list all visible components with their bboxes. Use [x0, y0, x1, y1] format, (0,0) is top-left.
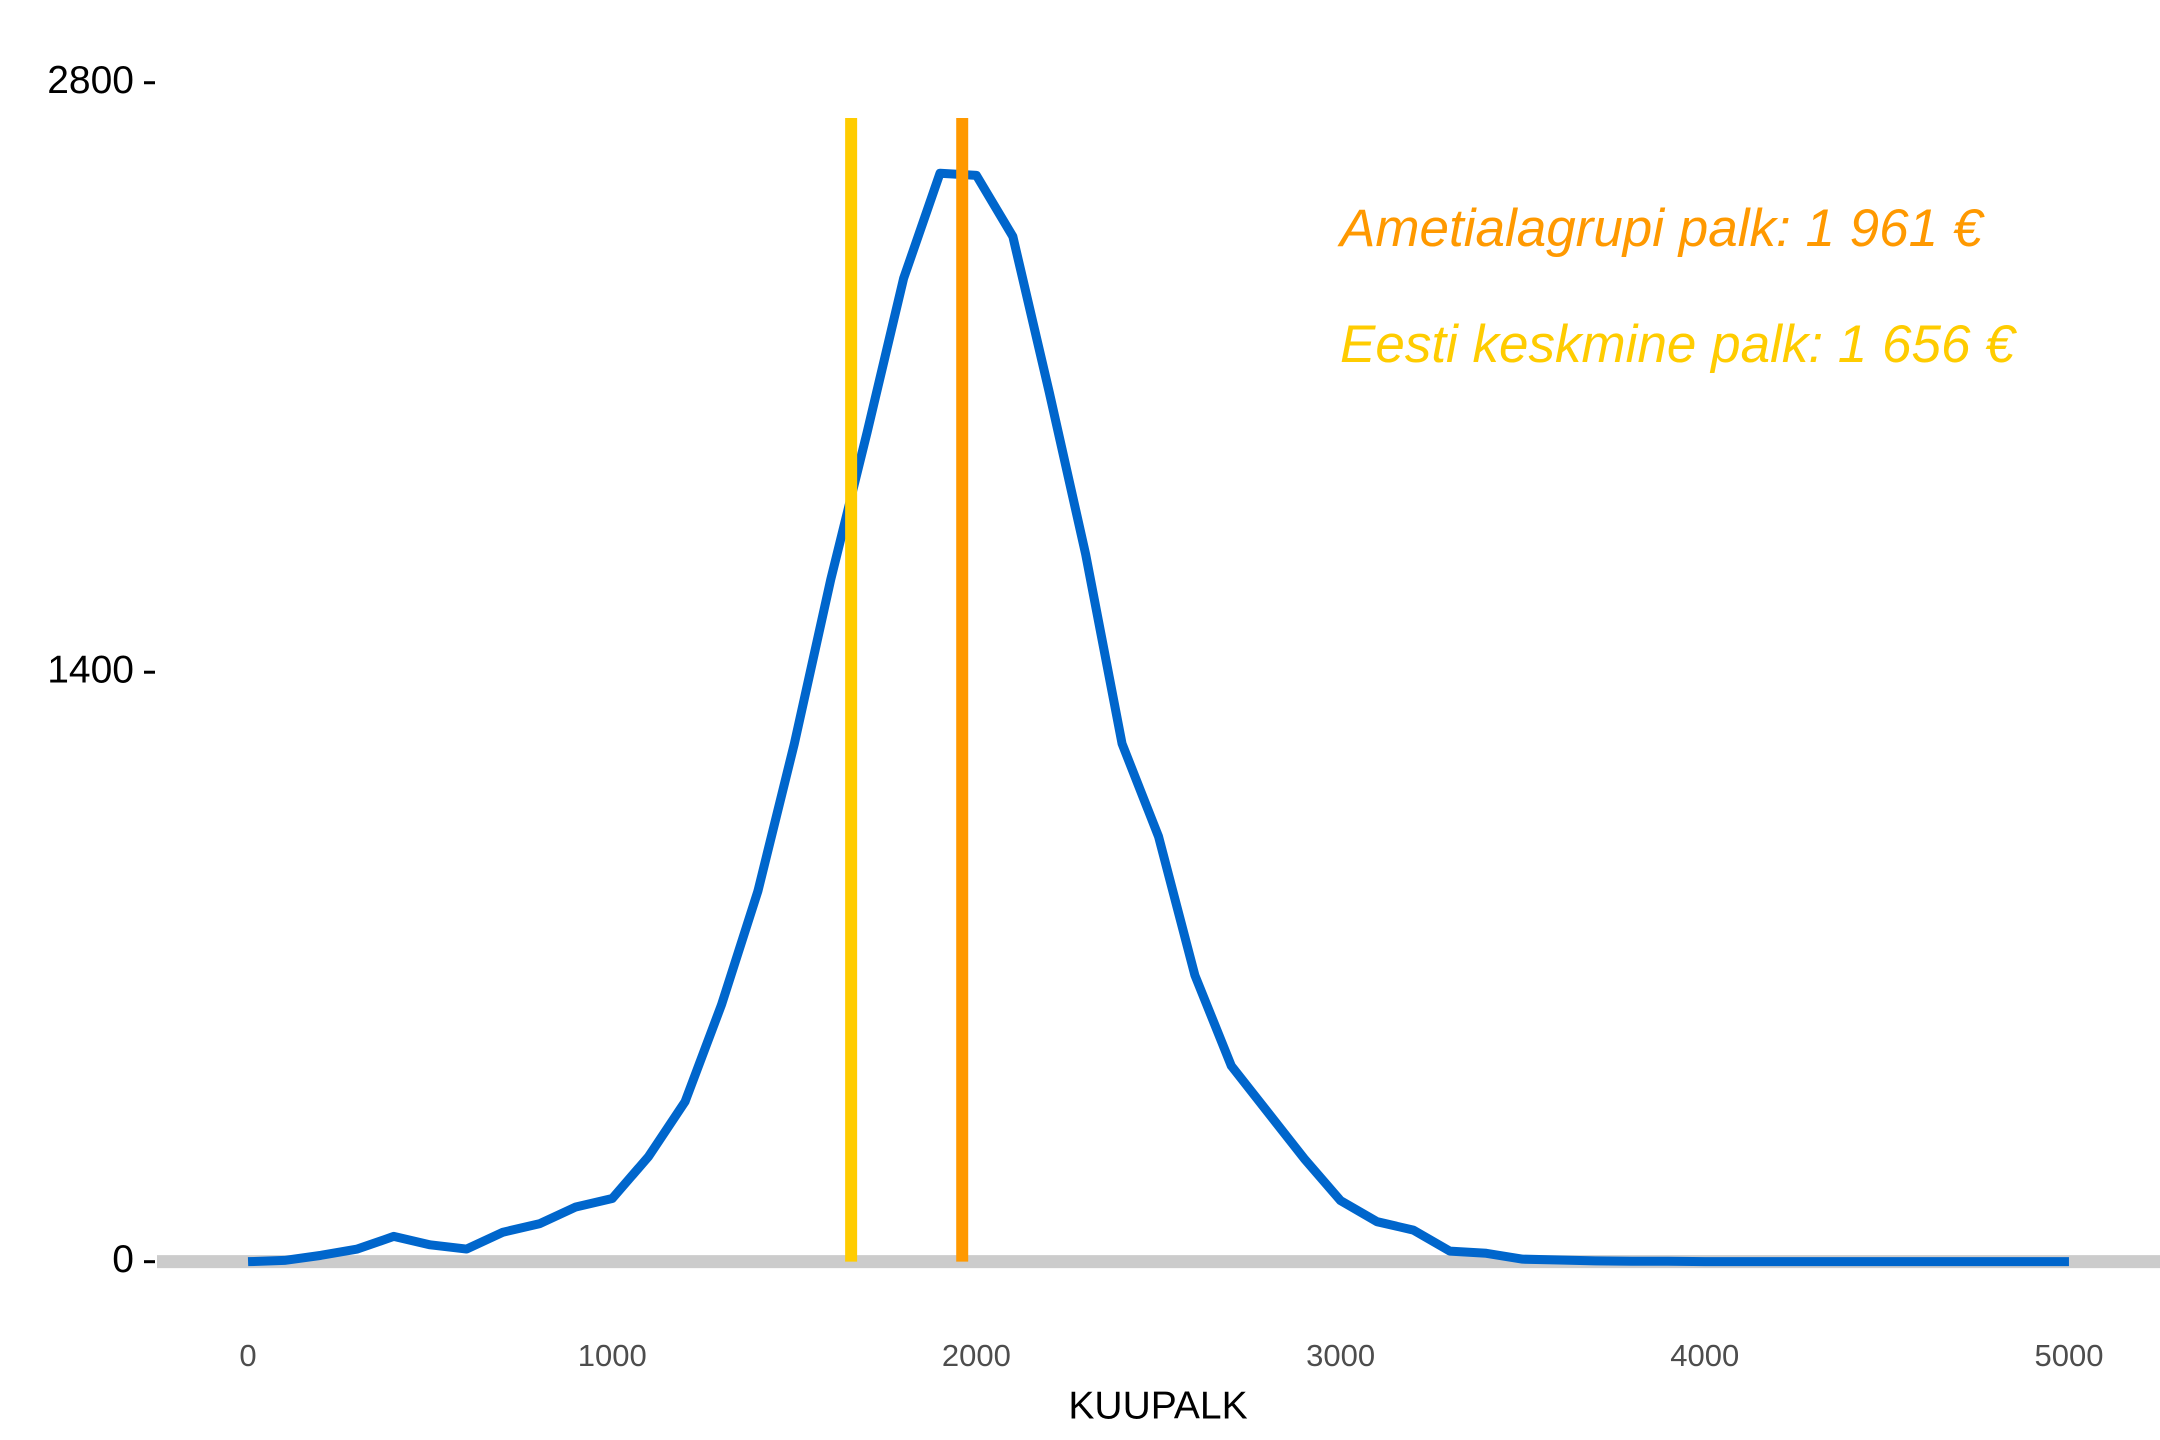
y-tick-label: 1400	[47, 649, 134, 692]
data-line	[247, 168, 2069, 1267]
x-tick-label: 3000	[1306, 1338, 1375, 1373]
x-tick-label: 5000	[2034, 1338, 2103, 1373]
x-tick-label: 2000	[942, 1338, 1011, 1373]
x-tick-label: 1000	[578, 1338, 647, 1373]
reference-label: Ametialagrupi palk: 1 961 €	[1337, 199, 1985, 258]
y-tick-label: 2800	[47, 59, 134, 102]
x-tick-label: 0	[239, 1338, 256, 1373]
x-axis-label: KUUPALK	[1068, 1384, 1247, 1427]
reference-label: Eesti keskmine palk: 1 656 €	[1340, 315, 2017, 374]
y-tick-label: 0	[112, 1238, 134, 1281]
x-tick-label: 4000	[1670, 1338, 1739, 1373]
